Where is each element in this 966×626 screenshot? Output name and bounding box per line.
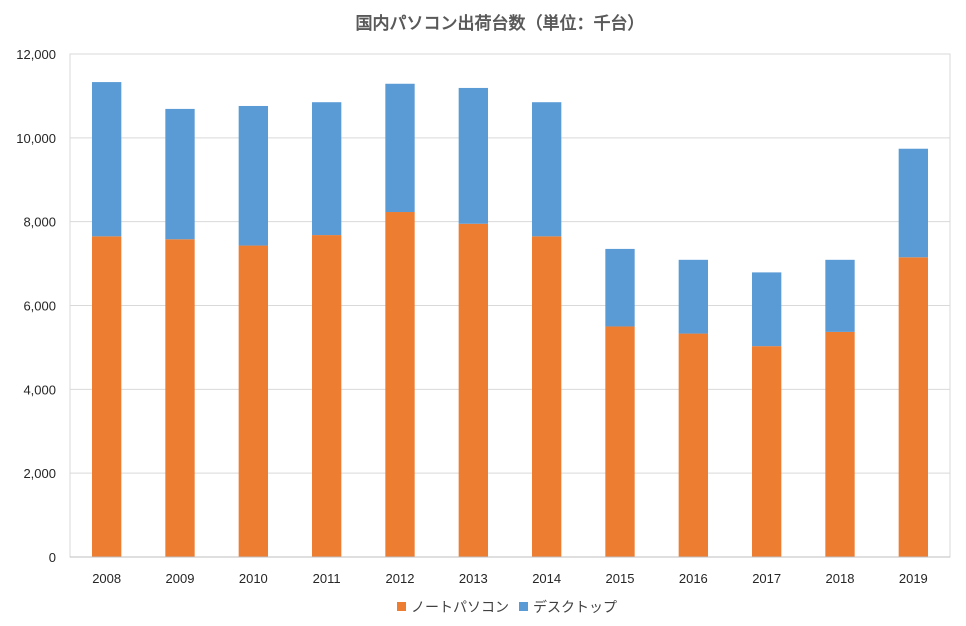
bar-desktop-2010 bbox=[238, 105, 268, 246]
x-tick-label: 2016 bbox=[679, 571, 708, 586]
bar-notebook-2011 bbox=[312, 235, 342, 557]
y-tick-label: 8,000 bbox=[23, 215, 56, 230]
bar-notebook-2012 bbox=[385, 212, 415, 558]
y-tick-label: 12,000 bbox=[16, 47, 56, 62]
bar-desktop-2011 bbox=[312, 102, 342, 236]
legend: ノートパソコン デスクトップ bbox=[397, 599, 617, 616]
x-tick-label: 2012 bbox=[386, 571, 415, 586]
bar-desktop-2017 bbox=[752, 272, 782, 347]
bar-notebook-2018 bbox=[825, 331, 855, 557]
x-tick-label: 2010 bbox=[239, 571, 268, 586]
x-tick-label: 2018 bbox=[826, 571, 855, 586]
y-tick-label: 4,000 bbox=[23, 382, 56, 397]
bar-notebook-2008 bbox=[92, 236, 122, 557]
x-tick-label: 2009 bbox=[166, 571, 195, 586]
x-tick-label: 2019 bbox=[899, 571, 928, 586]
bar-desktop-2014 bbox=[532, 102, 562, 237]
bar-notebook-2019 bbox=[898, 257, 928, 557]
bar-notebook-2017 bbox=[752, 346, 782, 557]
bar-desktop-2013 bbox=[458, 87, 488, 224]
bar-desktop-2009 bbox=[165, 108, 195, 240]
gridlines bbox=[69, 53, 951, 558]
bar-notebook-2014 bbox=[532, 236, 562, 557]
y-tick-label: 6,000 bbox=[23, 299, 56, 314]
bar-desktop-2015 bbox=[605, 248, 635, 327]
legend-label-notebook: ノートパソコン bbox=[411, 600, 509, 616]
legend-swatch-notebook bbox=[397, 602, 406, 611]
bar-desktop-2008 bbox=[92, 82, 122, 237]
bar-notebook-2010 bbox=[238, 245, 268, 557]
bar-notebook-2013 bbox=[458, 223, 488, 557]
y-tick-label: 10,000 bbox=[16, 131, 56, 146]
x-tick-label: 2011 bbox=[313, 571, 341, 586]
bar-notebook-2016 bbox=[678, 333, 708, 557]
bar-notebook-2015 bbox=[605, 326, 635, 557]
legend-swatch-desktop bbox=[519, 602, 528, 611]
bar-desktop-2019 bbox=[898, 148, 928, 258]
x-tick-label: 2013 bbox=[459, 571, 488, 586]
chart-title: 国内パソコン出荷台数（単位：千台） bbox=[356, 13, 645, 34]
bar-desktop-2012 bbox=[385, 83, 415, 213]
bar-desktop-2016 bbox=[678, 259, 708, 334]
x-tick-label: 2017 bbox=[752, 571, 781, 586]
bars bbox=[92, 82, 928, 558]
y-tick-label: 0 bbox=[49, 550, 56, 565]
legend-label-desktop: デスクトップ bbox=[533, 599, 617, 616]
y-tick-label: 2,000 bbox=[23, 466, 56, 481]
axes: 0 2,000 4,000 6,000 8,000 10,000 12,000 2008 200… bbox=[16, 47, 950, 586]
x-tick-label: 2014 bbox=[532, 571, 561, 586]
x-tick-label: 2015 bbox=[606, 571, 635, 586]
x-tick-label: 2008 bbox=[92, 571, 121, 586]
bar-desktop-2018 bbox=[825, 259, 855, 332]
bar-notebook-2009 bbox=[165, 239, 195, 557]
